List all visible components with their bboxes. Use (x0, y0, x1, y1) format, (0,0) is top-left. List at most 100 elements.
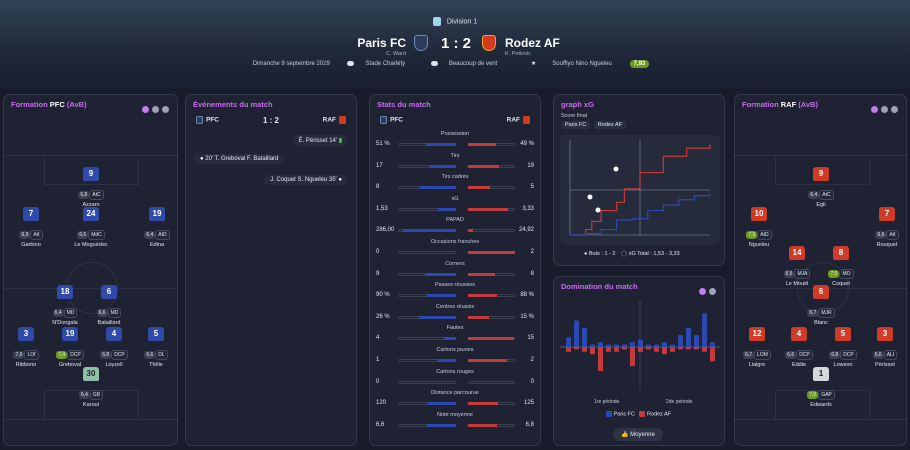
player-position: DCP (840, 350, 857, 360)
player-card[interactable]: 1 7,0 GAP Edwards (801, 367, 841, 408)
shirt-icon: 9 (813, 167, 829, 181)
stat-bar-away (468, 164, 499, 168)
stat-home-value: 0 (376, 249, 380, 255)
player-card[interactable]: 3 6,6 ALI Pérlsset (865, 327, 905, 368)
stat-away-value: 5 (530, 184, 534, 191)
stat-row: Possession 51 % 49 % (370, 131, 540, 152)
ball-icon: ● (338, 177, 342, 183)
player-card[interactable]: 9 6,4 AtC Egli (801, 167, 841, 208)
player-card[interactable]: 24 6,6 MdC Le Moguédec (71, 207, 111, 248)
legend-away-swatch (639, 411, 646, 417)
player-card[interactable]: 30 6,4 GB Karoui (71, 367, 111, 408)
player-card[interactable]: 19 6,4 AtD Edina (137, 207, 177, 248)
home-team[interactable]: Paris FC C. Ward (357, 36, 406, 57)
stats-away[interactable]: RAF (507, 116, 530, 124)
player-card[interactable]: 9 6,8 AtC Azzaro (71, 167, 111, 208)
domination-bar-home (702, 313, 707, 347)
motm-rating: 7,93 (629, 60, 650, 68)
shirt-icon: 14 (789, 246, 805, 260)
player-card[interactable]: 18 6,4 MD N'Dongala (45, 285, 85, 326)
event-text: É. Périsset 14' (298, 138, 338, 144)
player-position: DCP (67, 350, 84, 360)
shirt-icon: 4 (791, 327, 807, 341)
event-item[interactable]: É. Périsset 14' ▮ (292, 135, 348, 146)
player-name: Egli (816, 202, 826, 208)
stat-home-value: 120 (376, 400, 387, 407)
xg-tab-away[interactable]: Rodez AF (593, 121, 627, 129)
domination-legend: Paris FC Rodez AF (606, 411, 671, 417)
player-card[interactable]: 4 6,6 DCP Eddie (779, 327, 819, 368)
player-rating: 7,5 (828, 270, 840, 278)
player-card[interactable]: 5 6,6 DL Thôle (136, 327, 176, 368)
domination-bar-away (694, 347, 699, 350)
stat-bar-away (468, 207, 508, 211)
pager-dot[interactable] (881, 106, 888, 113)
pager-dot[interactable] (709, 288, 716, 295)
stat-away-value: 24,92 (518, 227, 534, 234)
player-card[interactable]: 19 7,4 DCP Greboval (50, 327, 90, 368)
xg-tab-home[interactable]: Paris FC (561, 121, 591, 129)
goal-marker-icon (613, 166, 619, 172)
formation-away-pager (868, 100, 898, 118)
player-card[interactable]: 7 6,6 AtI Rouquet (867, 207, 907, 248)
motm-name[interactable]: Souffiyo Nino Ngueleu (552, 61, 612, 67)
player-card[interactable]: 10 7,9 AtD Ngueleu (739, 207, 779, 248)
average-button[interactable]: 👍 Moyenne (613, 428, 663, 441)
stadium-name[interactable]: Stade Charléty (365, 61, 406, 67)
domination-bar-away (686, 347, 691, 350)
away-team[interactable]: Rodez AF K. Petlovic (505, 36, 560, 57)
xg-series-away (570, 144, 711, 236)
shirt-icon: 1 (813, 367, 829, 381)
player-rating: 6,5 (783, 270, 795, 278)
domination-bar-home (598, 342, 603, 347)
player-card[interactable]: 12 6,7 LOM Lialgre (737, 327, 777, 368)
stat-row: xG 1,53 3,33 (370, 196, 540, 217)
player-card[interactable]: 6 6,6 MD Bataillard (89, 285, 129, 326)
home-team-name[interactable]: Paris FC (357, 36, 406, 50)
pager-dot[interactable] (891, 106, 898, 113)
player-rating: 7,0 (807, 391, 819, 399)
average-button-label: Moyenne (630, 432, 655, 438)
stat-bar-away (468, 229, 473, 233)
player-card[interactable]: 14 6,5 MJA Le Mouël (777, 246, 817, 287)
player-rating: 6,4 (52, 309, 64, 317)
events-home[interactable]: PFC (196, 116, 219, 124)
xg-circle-icon: ◯ (621, 251, 628, 257)
player-position: AtC (89, 190, 104, 200)
player-card[interactable]: 5 6,8 DCP Lowson (823, 327, 863, 368)
player-card[interactable]: 4 6,8 DCP Loyzell (94, 327, 134, 368)
pager-dot[interactable] (152, 106, 159, 113)
stat-label: PAPAD (446, 217, 464, 224)
home-coach[interactable]: C. Ward (386, 51, 406, 57)
away-team-name[interactable]: Rodez AF (505, 36, 560, 50)
ball-icon: ● (584, 251, 588, 257)
legend-away-label: Rodez AF (646, 411, 672, 418)
pager-dot[interactable] (142, 106, 149, 113)
player-name: Edwards (810, 402, 832, 408)
events-away[interactable]: RAF (323, 116, 346, 124)
player-name: Lialgre (748, 362, 766, 368)
events-home-label: PFC (206, 116, 219, 124)
player-card[interactable]: 7 6,9 AtI Garbino (11, 207, 51, 248)
pager-dot[interactable] (871, 106, 878, 113)
label-first-half: 1re période (594, 399, 620, 405)
stats-home[interactable]: PFC (380, 116, 403, 124)
player-rating: 7,9 (746, 231, 758, 239)
event-item[interactable]: J. Coquet S. Ngueleu 35' ● (264, 175, 348, 185)
event-item[interactable]: ● 20' T. Greboval F. Bataillard (194, 154, 285, 164)
player-card[interactable]: 3 7,0 LOf Ribbono (6, 327, 46, 368)
pager-dot[interactable] (162, 106, 169, 113)
away-coach[interactable]: K. Petlovic (505, 51, 531, 57)
domination-bar-home (590, 344, 595, 347)
player-card[interactable]: 6 6,7 MJR Blanc (801, 285, 841, 326)
stat-bar-home (429, 164, 456, 168)
stat-bar-track-away (468, 380, 515, 384)
player-card[interactable]: 8 7,5 MO Coquet (821, 246, 861, 287)
home-crest-icon (196, 116, 203, 124)
stat-home-value: 1,53 (376, 205, 388, 212)
pager-dot[interactable] (699, 288, 706, 295)
shirt-icon: 4 (106, 327, 122, 341)
player-name: Greboval (58, 362, 82, 368)
player-rating: 6,8 (100, 351, 112, 359)
competition-name[interactable]: Division 1 (446, 18, 478, 26)
